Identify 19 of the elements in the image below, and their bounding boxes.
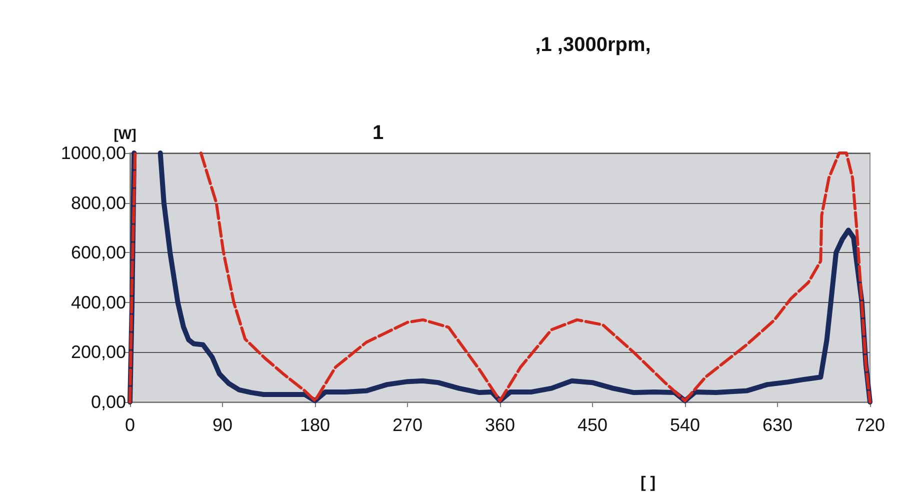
chart-title: ,1 ,3000rpm, xyxy=(535,34,651,56)
x-tick-label: 360 xyxy=(484,415,516,435)
x-tick-label: 540 xyxy=(670,415,700,435)
x-tick-label: 90 xyxy=(212,415,233,435)
y-tick-label: 400,00 xyxy=(70,292,126,312)
x-tick-label: 630 xyxy=(762,415,793,435)
x-tick-label: 270 xyxy=(392,415,423,435)
x-tick-label: 180 xyxy=(300,415,330,435)
x-axis-title: [ ] xyxy=(640,474,656,492)
x-tick-label: 720 xyxy=(854,415,886,435)
x-tick-label: 450 xyxy=(577,415,608,435)
chart-subtitle: 1 xyxy=(372,122,384,144)
y-tick-label: 800,00 xyxy=(70,192,126,213)
y-tick-label: 1000,00 xyxy=(60,143,126,163)
y-tick-label: 200,00 xyxy=(70,342,126,362)
x-tick-label: 0 xyxy=(124,415,136,435)
y-tick-label: 600,00 xyxy=(70,242,126,263)
y-tick-label: 0,00 xyxy=(90,392,126,412)
y-axis-title: [W] xyxy=(114,126,136,142)
